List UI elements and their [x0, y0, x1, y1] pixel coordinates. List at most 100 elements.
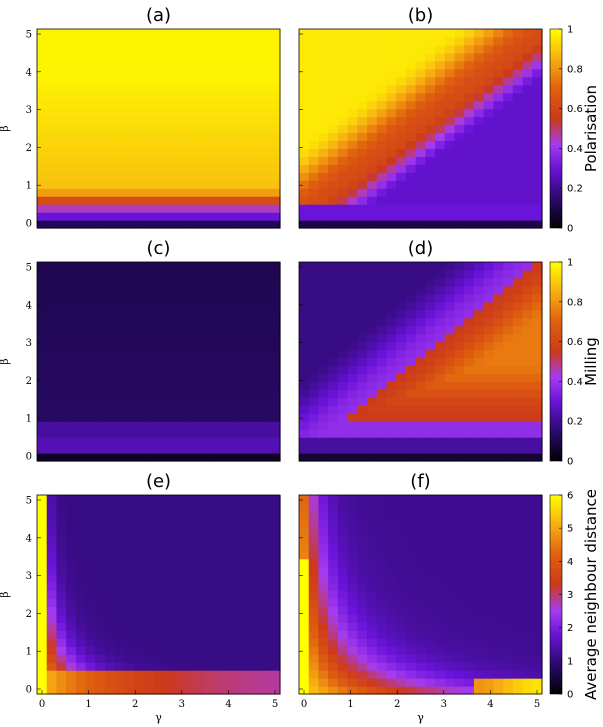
- heatmap-cell: [114, 262, 126, 271]
- heatmap-cell: [95, 309, 106, 319]
- heatmap-cell: [114, 389, 126, 398]
- heatmap-cell: [483, 502, 494, 512]
- heatmap-cell: [464, 212, 475, 221]
- heatmap-cell: [182, 518, 194, 528]
- heatmap-cell: [202, 285, 213, 295]
- heatmap-cell: [173, 172, 184, 181]
- heatmap-cell: [386, 269, 397, 279]
- heatmap-cell: [134, 686, 145, 695]
- heatmap-cell: [85, 495, 96, 504]
- heatmap-cell: [299, 293, 310, 303]
- heatmap-cell: [211, 686, 223, 695]
- heatmap-cell: [503, 132, 514, 142]
- heatmap-cell: [66, 341, 77, 351]
- heatmap-cell: [493, 204, 504, 213]
- heatmap-cell: [211, 429, 223, 438]
- heatmap-cell: [464, 285, 475, 295]
- heatmap-cell: [260, 365, 271, 375]
- heatmap-cell: [95, 429, 106, 438]
- heatmap-cell: [473, 574, 485, 584]
- heatmap-cell: [124, 421, 135, 430]
- heatmap-cell: [153, 670, 164, 679]
- heatmap-cell: [56, 518, 67, 528]
- heatmap-cell: [270, 638, 281, 647]
- heatmap-cell: [241, 510, 252, 520]
- heatmap-cell: [231, 590, 242, 600]
- heatmap-cell: [503, 582, 514, 592]
- heatmap-cell: [483, 598, 494, 608]
- heatmap-cell: [75, 220, 87, 229]
- heatmap-cell: [347, 614, 358, 623]
- heatmap-cell: [483, 357, 494, 367]
- heatmap-cell: [95, 172, 106, 181]
- heatmap-cell: [357, 262, 368, 271]
- heatmap-cell: [454, 646, 465, 655]
- heatmap-cell: [250, 68, 262, 78]
- heatmap-cell: [192, 381, 203, 390]
- heatmap-cell: [37, 405, 48, 414]
- heatmap-cell: [37, 526, 48, 536]
- heatmap-cell: [532, 124, 543, 134]
- heatmap-cell: [250, 670, 262, 679]
- heatmap-cell: [444, 180, 456, 189]
- heatmap-cell: [405, 76, 417, 86]
- heatmap-cell: [435, 662, 446, 671]
- heatmap-cell: [415, 405, 426, 414]
- heatmap-cell: [337, 502, 349, 512]
- colorbar-tick-label: 0.6: [567, 104, 583, 115]
- heatmap-cell: [182, 373, 194, 382]
- heatmap-cell: [396, 29, 407, 38]
- heatmap-cell: [114, 373, 126, 382]
- heatmap-cell: [231, 277, 242, 287]
- heatmap-cell: [357, 622, 368, 631]
- heatmap-cell: [318, 582, 329, 592]
- heatmap-cell: [250, 156, 262, 165]
- heatmap-cell: [124, 52, 135, 62]
- heatmap-cell: [270, 262, 281, 271]
- heatmap-cell: [173, 36, 184, 46]
- heatmap-cell: [328, 534, 339, 544]
- heatmap-cell: [337, 421, 349, 430]
- heatmap-cell: [512, 662, 524, 671]
- heatmap-cell: [270, 108, 281, 118]
- heatmap-cell: [386, 526, 397, 536]
- heatmap-cell: [143, 429, 155, 438]
- heatmap-cell: [75, 453, 87, 462]
- heatmap-cell: [202, 341, 213, 351]
- heatmap-cell: [357, 188, 368, 197]
- heatmap-cell: [182, 269, 194, 279]
- heatmap-cell: [503, 598, 514, 608]
- heatmap-cell: [134, 333, 145, 343]
- heatmap-cell: [386, 68, 397, 78]
- heatmap-cell: [328, 365, 339, 375]
- heatmap-cell: [367, 574, 378, 584]
- heatmap-cell: [308, 445, 320, 454]
- heatmap-cell: [95, 686, 106, 695]
- heatmap-cell: [415, 670, 426, 679]
- heatmap-cell: [532, 542, 543, 552]
- heatmap-cell: [425, 558, 436, 568]
- heatmap-cell: [270, 92, 281, 102]
- heatmap-cell: [202, 180, 213, 189]
- heatmap-cell: [75, 510, 87, 520]
- heatmap-cell: [211, 389, 223, 398]
- heatmap-cell: [75, 196, 87, 205]
- heatmap-cell: [143, 606, 155, 615]
- heatmap-cell: [66, 495, 77, 504]
- heatmap-cell: [454, 68, 465, 78]
- heatmap-cell: [182, 317, 194, 327]
- heatmap-cell: [405, 437, 417, 446]
- heatmap-cell: [124, 349, 135, 359]
- heatmap-cell: [37, 220, 48, 229]
- heatmap-cell: [173, 437, 184, 446]
- heatmap-cell: [163, 566, 174, 576]
- heatmap-cell: [473, 60, 485, 70]
- heatmap-cell: [270, 630, 281, 639]
- heatmap-cell: [376, 445, 388, 454]
- heatmap-cell: [473, 550, 485, 560]
- heatmap-cell: [522, 550, 533, 560]
- x-tick-label: 1: [347, 699, 353, 710]
- heatmap-cell: [425, 84, 436, 94]
- heatmap-cell: [318, 429, 329, 438]
- heatmap-cell: [134, 76, 145, 86]
